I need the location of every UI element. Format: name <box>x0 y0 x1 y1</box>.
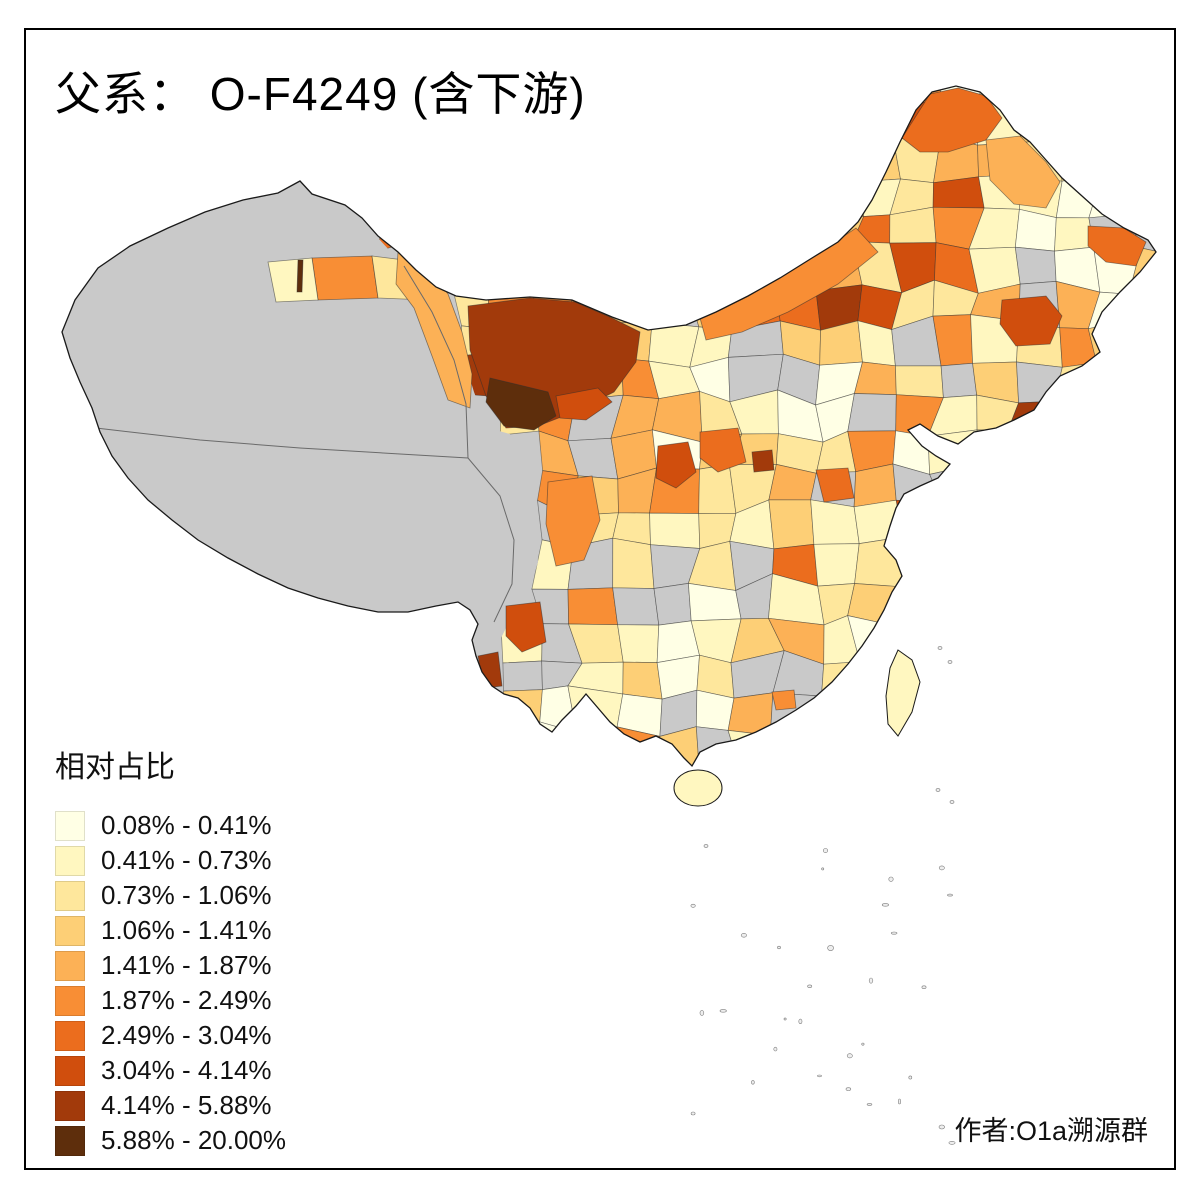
legend: 相对占比 0.08% - 0.41% 0.41% - 0.73% 0.73% - 1… <box>55 742 286 1158</box>
legend-swatch <box>55 1055 85 1086</box>
region-west-sichuan-mid <box>545 475 601 567</box>
legend-label: 0.41% - 0.73% <box>101 845 272 875</box>
legend-item: 1.06% - 1.41% <box>55 913 286 948</box>
region-guangdong-coast-mid <box>771 689 797 711</box>
region-north-xinjiang-mid <box>311 255 379 301</box>
region-xinjiang-small-very-high <box>296 259 304 293</box>
legend-item: 4.14% - 5.88% <box>55 1088 286 1123</box>
region-shandong-mid-high <box>815 467 855 503</box>
legend-item: 0.41% - 0.73% <box>55 843 286 878</box>
legend-label: 1.41% - 1.87% <box>101 950 272 980</box>
legend-label: 5.88% - 20.00% <box>101 1125 287 1155</box>
legend-label: 1.87% - 2.49% <box>101 985 272 1015</box>
legend-item: 3.04% - 4.14% <box>55 1053 286 1088</box>
legend-item: 5.88% - 20.00% <box>55 1123 286 1158</box>
legend-label: 0.73% - 1.06% <box>101 880 272 910</box>
region-jilin-high <box>999 295 1063 347</box>
legend-label: 2.49% - 3.04% <box>101 1020 272 1050</box>
region-henan-high-dot <box>751 449 775 473</box>
region-shanxi-high <box>655 441 697 489</box>
western-province-borders <box>95 265 515 623</box>
legend-label: 3.04% - 4.14% <box>101 1055 272 1085</box>
hainan-island <box>673 769 723 807</box>
legend-swatch <box>55 1125 85 1156</box>
legend-swatch <box>55 880 85 911</box>
region-heilongjiang-mid <box>985 135 1061 209</box>
region-shaanxi-mid-high <box>699 427 747 473</box>
legend-swatch <box>55 985 85 1016</box>
region-gansu-very-high <box>485 377 557 431</box>
legend-label: 0.08% - 0.41% <box>101 810 272 840</box>
region-north-xinjiang-low <box>267 257 319 303</box>
legend-items: 0.08% - 0.41% 0.41% - 0.73% 0.73% - 1.06% 1… <box>55 808 286 1158</box>
region-yunnan-high <box>505 601 547 653</box>
figure-title: 父系： O-F4249 (含下游) <box>55 68 586 120</box>
legend-swatch <box>55 845 85 876</box>
taiwan-island <box>885 649 921 737</box>
feature-patches <box>267 87 1147 711</box>
legend-label: 4.14% - 5.88% <box>101 1090 272 1120</box>
legend-item: 1.41% - 1.87% <box>55 948 286 983</box>
south-china-sea-islets <box>690 646 956 1145</box>
legend-item: 2.49% - 3.04% <box>55 1018 286 1053</box>
legend-swatch <box>55 810 85 841</box>
attribution: 作者:O1a溯源群 <box>954 1116 1148 1146</box>
legend-swatch <box>55 950 85 981</box>
legend-swatch <box>55 915 85 946</box>
legend-item: 0.08% - 0.41% <box>55 808 286 843</box>
legend-item: 1.87% - 2.49% <box>55 983 286 1018</box>
region-heilongjiang-north-high <box>901 87 1003 153</box>
legend-swatch <box>55 1090 85 1121</box>
legend-item: 0.73% - 1.06% <box>55 878 286 913</box>
china-outline <box>61 85 1157 768</box>
region-gansu-high <box>555 387 613 421</box>
legend-title: 相对占比 <box>55 751 175 784</box>
legend-swatch <box>55 1020 85 1051</box>
legend-label: 1.06% - 1.41% <box>101 915 272 945</box>
